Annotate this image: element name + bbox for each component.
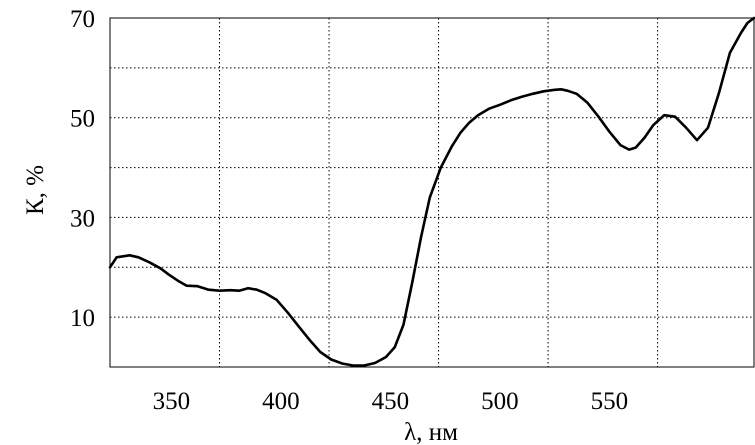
x-tick-label: 450	[372, 388, 410, 415]
y-tick-label: 70	[70, 6, 95, 33]
series-line	[108, 16, 755, 367]
x-tick-label: 500	[481, 388, 519, 415]
y-tick-label: 10	[70, 305, 95, 332]
y-tick-label: 50	[70, 106, 95, 133]
grid-lines	[110, 18, 754, 367]
y-tick-labels: 10 30 50 70	[70, 6, 95, 332]
x-axis-label: λ, нм	[404, 419, 458, 445]
y-tick-label: 30	[70, 205, 95, 232]
plot-frame	[109, 17, 755, 368]
x-tick-label: 400	[262, 388, 300, 415]
y-axis-label: К, %	[22, 165, 49, 215]
x-tick-labels: 350 400 450 500 550	[153, 388, 629, 415]
x-tick-label: 550	[591, 388, 629, 415]
x-tick-label: 350	[153, 388, 191, 415]
